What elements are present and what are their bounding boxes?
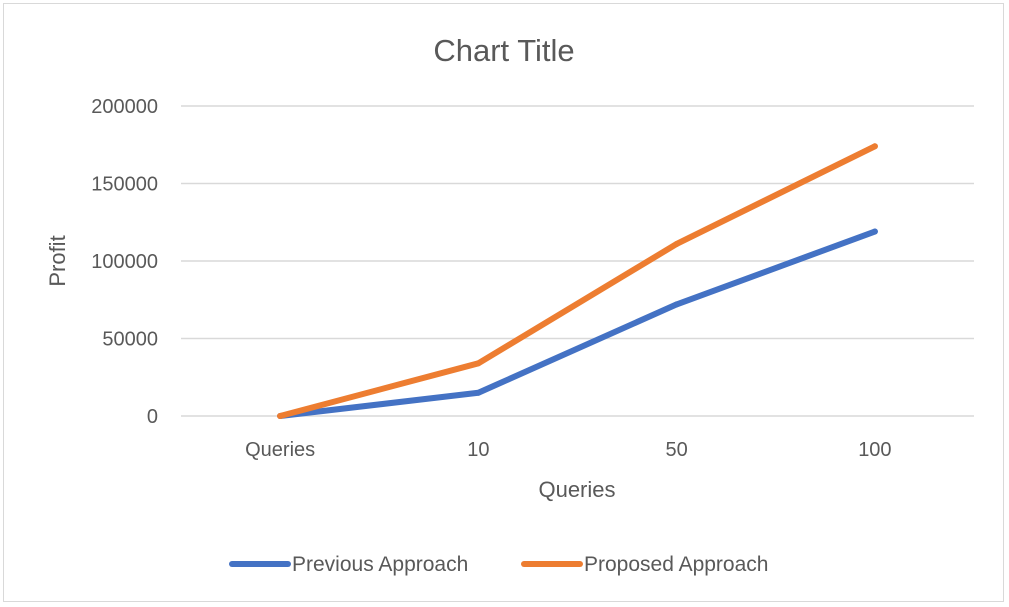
x-tick-label: 100 [858,439,891,461]
data-point [475,360,482,367]
y-tick-label: 0 [147,406,158,428]
chart-frame [3,3,1004,602]
x-tick-label: 10 [467,439,489,461]
legend: Previous Approach Proposed Approach [229,553,768,576]
legend-item: Proposed Approach [521,553,768,576]
legend-label: Proposed Approach [584,553,768,576]
series-line-1 [277,143,878,419]
y-tick-label: 50000 [102,329,158,351]
gridlines [181,105,974,417]
chart-title: Chart Title [433,33,574,68]
x-axis-ticks: Queries 10 50 100 [245,439,891,461]
x-tick-label: Queries [245,439,315,461]
y-axis-title: Profit [45,235,70,286]
data-point [673,301,680,308]
y-tick-label: 100000 [91,251,158,273]
data-point [277,413,284,419]
y-tick-label: 200000 [91,96,158,118]
x-tick-label: 50 [666,439,688,461]
series-lines [277,143,878,419]
data-point [673,240,680,247]
y-tick-label: 150000 [91,174,158,196]
data-point [475,389,482,396]
data-point [871,228,878,235]
data-point [871,143,878,150]
legend-item: Previous Approach [229,553,468,576]
legend-label: Previous Approach [292,553,468,576]
series-line-0 [277,228,878,419]
x-axis-title: Queries [538,477,615,502]
y-axis-ticks: 0 50000 100000 150000 200000 [91,96,158,428]
